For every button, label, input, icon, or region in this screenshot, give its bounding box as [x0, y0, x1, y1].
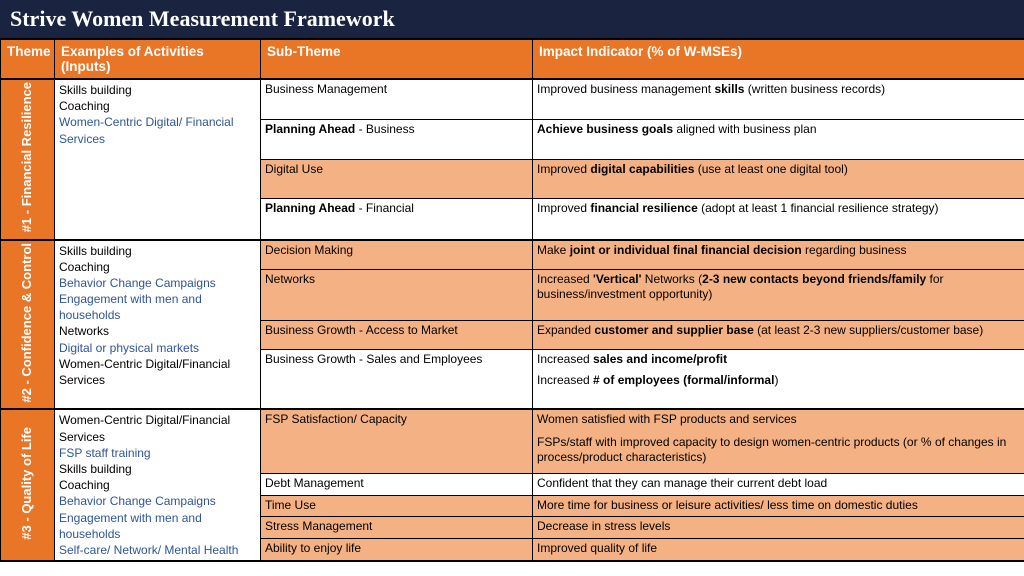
- theme-2-group: #2 - Confidence & Control Skills buildin…: [1, 240, 1024, 410]
- subtheme-cell: Decision Making: [261, 240, 533, 270]
- impact-cell: More time for business or leisure activi…: [533, 495, 1024, 517]
- subtheme-cell: Business Growth - Sales and Employees: [261, 349, 533, 409]
- page-title: Strive Women Measurement Framework: [0, 0, 1024, 38]
- theme-2-activities: Skills building Coaching Behavior Change…: [55, 240, 261, 410]
- impact-cell: Increased sales and income/profit Increa…: [533, 349, 1024, 409]
- subtheme-cell: Stress Management: [261, 517, 533, 539]
- theme-1-label: #1 - Financial Resilience: [1, 79, 55, 240]
- impact-cell: Achieve business goals aligned with busi…: [533, 120, 1024, 160]
- subtheme-cell: FSP Satisfaction/ Capacity: [261, 409, 533, 473]
- subtheme-cell: Time Use: [261, 495, 533, 517]
- impact-cell: Decrease in stress levels: [533, 517, 1024, 539]
- subtheme-cell: Networks: [261, 269, 533, 320]
- theme-1-activities: Skills building Coaching Women-Centric D…: [55, 79, 261, 240]
- impact-cell: Improved quality of life: [533, 539, 1024, 561]
- theme-3-group: #3 - Quality of Life Women-Centric Digit…: [1, 409, 1024, 561]
- theme-3-label: #3 - Quality of Life: [1, 409, 55, 561]
- header-activities: Examples of Activities (Inputs): [55, 39, 261, 79]
- theme-2-label: #2 - Confidence & Control: [1, 240, 55, 410]
- subtheme-cell: Ability to enjoy life: [261, 539, 533, 561]
- subtheme-cell: Business Management: [261, 79, 533, 120]
- framework-table: Theme Examples of Activities (Inputs) Su…: [0, 38, 1024, 562]
- impact-cell: Expanded customer and supplier base (at …: [533, 320, 1024, 349]
- header-theme: Theme: [1, 39, 55, 79]
- subtheme-cell: Digital Use: [261, 159, 533, 199]
- impact-cell: Confident that they can manage their cur…: [533, 473, 1024, 495]
- subtheme-cell: Debt Management: [261, 473, 533, 495]
- subtheme-cell: Planning Ahead - Business: [261, 120, 533, 160]
- header-impact: Impact Indicator (% of W-MSEs): [533, 39, 1024, 79]
- impact-cell: Improved business management skills (wri…: [533, 79, 1024, 120]
- theme-3-activities: Women-Centric Digital/Financial Services…: [55, 409, 261, 561]
- header-subtheme: Sub-Theme: [261, 39, 533, 79]
- impact-cell: Make joint or individual final financial…: [533, 240, 1024, 270]
- subtheme-cell: Business Growth - Access to Market: [261, 320, 533, 349]
- impact-cell: Improved financial resilience (adopt at …: [533, 199, 1024, 240]
- impact-cell: Increased 'Vertical' Networks (2-3 new c…: [533, 269, 1024, 320]
- subtheme-cell: Planning Ahead - Financial: [261, 199, 533, 240]
- impact-cell: Improved digital capabilities (use at le…: [533, 159, 1024, 199]
- theme-1-group: #1 - Financial Resilience Skills buildin…: [1, 79, 1024, 240]
- impact-cell: Women satisfied with FSP products and se…: [533, 409, 1024, 473]
